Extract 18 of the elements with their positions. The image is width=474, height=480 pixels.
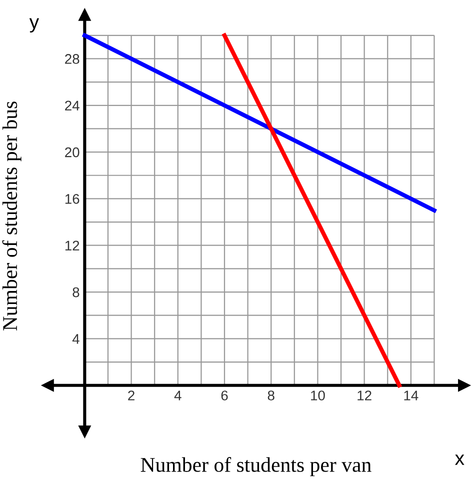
y-tick-label: 8 [72,287,80,298]
y-tick-label: 12 [65,240,80,250]
x-tick-label: 4 [174,390,182,400]
text: y [29,18,40,33]
y-tick-label: 28 [65,54,80,64]
x-tick-label: 12 [358,390,372,400]
y-tick-label: 24 [65,100,80,110]
y-tick-label: 20 [65,147,80,158]
x-tick-label: 8 [268,390,274,400]
text: x [455,454,464,465]
y-axis-title: Number of students per bus [2,102,22,331]
x-tick-label: 6 [221,390,228,400]
x-tick-label: 14 [404,390,418,400]
x-tick-label: 10 [311,390,325,400]
y-tick-label: 4 [72,334,80,344]
x-axis-title: Number of students per van [140,457,372,476]
x-tick-label: 2 [128,390,134,400]
y-tick-label: 16 [65,194,80,204]
